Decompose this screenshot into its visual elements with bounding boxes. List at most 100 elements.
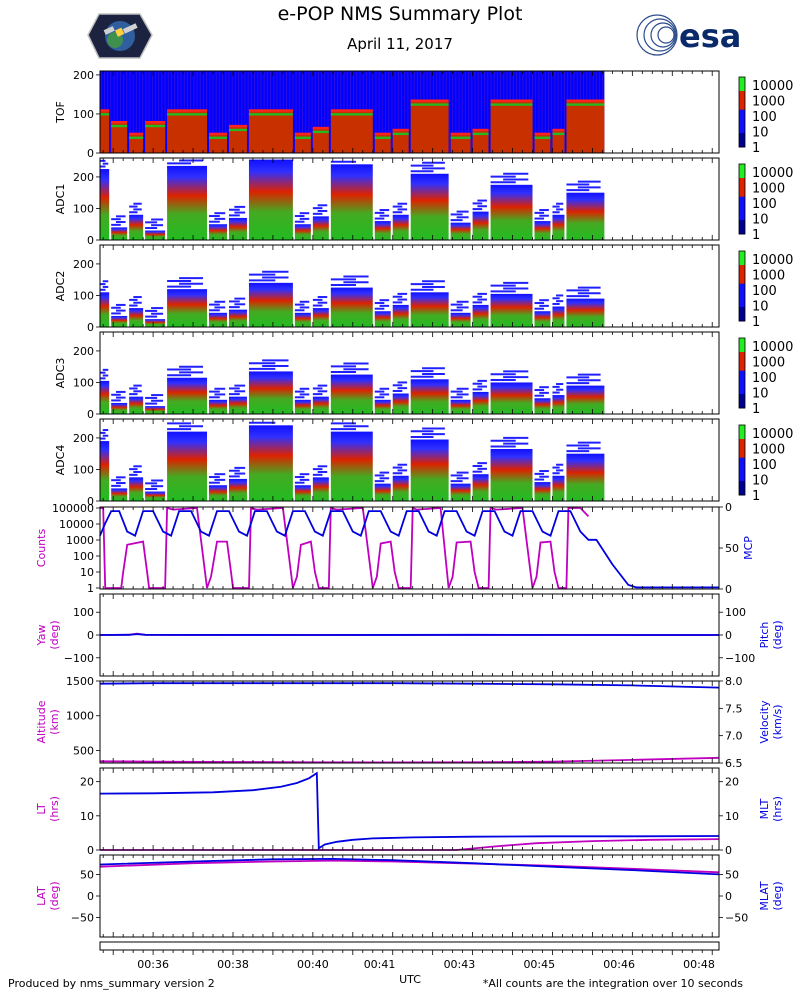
y-tick-label-left: 1 xyxy=(87,582,94,595)
colorbar-label: 1 xyxy=(752,315,760,330)
colorbar-cell xyxy=(739,492,745,496)
right-axis-unit: (hrs) xyxy=(771,796,784,822)
colorbar-cell xyxy=(739,425,745,428)
tof-ridge-top xyxy=(490,99,533,102)
colorbar-cell xyxy=(739,474,745,477)
tof-column xyxy=(566,100,605,153)
colorbar-cell xyxy=(739,354,745,358)
panel-bg xyxy=(100,681,719,763)
tof-ridge xyxy=(534,136,551,139)
adc-column xyxy=(294,399,311,414)
right-axis-label: Velocity xyxy=(758,700,771,744)
colorbar-cell xyxy=(739,401,745,404)
adc-column xyxy=(100,292,110,327)
tof-ridge xyxy=(100,113,110,116)
colorbar-cell xyxy=(739,345,745,348)
adc-column xyxy=(129,477,144,501)
tof-column xyxy=(129,133,144,153)
colorbar-label: 100 xyxy=(752,110,777,125)
colorbar-cell xyxy=(739,95,745,99)
tof-column xyxy=(145,121,166,153)
left-axis-label: LT xyxy=(35,803,48,815)
colorbar-cell xyxy=(739,405,745,409)
adc-column xyxy=(248,371,293,414)
adc-column xyxy=(552,475,565,501)
colorbar-cell xyxy=(739,373,745,376)
adc-column xyxy=(392,475,409,501)
colorbar-cell xyxy=(739,318,745,322)
colorbar-label: 10000 xyxy=(752,166,793,181)
tof-ridge-top xyxy=(566,99,605,102)
colorbar-cell xyxy=(739,338,745,341)
colorbar-cell xyxy=(739,182,745,186)
colorbar-cell xyxy=(739,300,745,303)
colorbar-cell xyxy=(739,206,745,209)
y-tick-label: 200 xyxy=(73,432,94,445)
colorbar-label: 10 xyxy=(752,474,769,489)
series-counts xyxy=(100,506,590,589)
colorbar-cell xyxy=(739,307,745,310)
colorbar-cell xyxy=(739,457,745,461)
colorbar-label: 100 xyxy=(752,371,777,386)
tof-column xyxy=(167,110,208,153)
tof-ridge xyxy=(209,136,227,139)
line-panel-altitude-velocity: 1500 1000 500 8.0 7.5 7.0 6.5 Altitude (km) Veloc… xyxy=(35,675,784,770)
adc-column xyxy=(374,311,391,327)
colorbar-cell xyxy=(739,194,745,198)
adc-column xyxy=(248,282,293,327)
colorbar-label: 1000 xyxy=(752,269,785,284)
colorbar-cell xyxy=(739,88,745,92)
adc-column xyxy=(490,448,533,501)
colorbar-label: 1000 xyxy=(752,182,785,197)
colorbar-cell xyxy=(739,192,745,195)
tof-ridge-top xyxy=(111,120,128,124)
y-tick-label-left: 100 xyxy=(73,550,94,563)
adc-column xyxy=(312,396,329,414)
colorbar-cell xyxy=(739,272,745,275)
colorbar-cell xyxy=(739,208,745,212)
colorbar-cell xyxy=(739,91,745,94)
tof-ridge-top xyxy=(248,109,293,112)
adc-column xyxy=(209,312,227,327)
adc-column xyxy=(248,425,293,501)
x-tick-label: 00:48 xyxy=(683,958,715,971)
adc-column xyxy=(100,441,110,501)
series-pitch xyxy=(99,633,719,636)
colorbar-cell xyxy=(739,387,745,390)
adc-column xyxy=(374,221,391,240)
tof-column xyxy=(552,129,565,153)
colorbar-cell xyxy=(739,222,745,226)
tof-ridge xyxy=(248,113,293,116)
colorbar-cell xyxy=(739,485,745,489)
y-tick-label-right: 0 xyxy=(725,890,732,903)
adc-column xyxy=(472,474,489,501)
colorbar-cell xyxy=(739,469,745,473)
colorbar-cell xyxy=(739,86,745,90)
y-tick-label-left: 10 xyxy=(80,810,94,823)
colorbar-cell xyxy=(739,396,745,400)
colorbar-cell xyxy=(739,107,745,111)
colorbar-cell xyxy=(739,171,745,174)
colorbar-cell xyxy=(739,203,745,207)
colorbar-cell xyxy=(739,262,745,266)
y-tick-label-left: 10 xyxy=(80,566,94,579)
x-tick-label: 00:46 xyxy=(603,958,635,971)
colorbar-cell xyxy=(739,283,745,287)
adc-column xyxy=(100,169,110,240)
colorbar-cell xyxy=(739,267,745,271)
colorbar-cell xyxy=(739,446,745,449)
colorbar-cell xyxy=(739,349,745,353)
colorbar-cell xyxy=(739,375,745,379)
colorbar-label: 10 xyxy=(752,300,769,315)
colorbar-cell xyxy=(739,342,745,346)
colorbar-cell xyxy=(739,109,745,113)
y-tick-label-left: 500 xyxy=(73,744,94,757)
colorbar-frame xyxy=(738,337,746,409)
adc-column xyxy=(145,230,166,240)
tof-ridge-top xyxy=(228,124,247,128)
colorbar-cell xyxy=(739,255,745,259)
colorbar-cell xyxy=(739,130,745,134)
